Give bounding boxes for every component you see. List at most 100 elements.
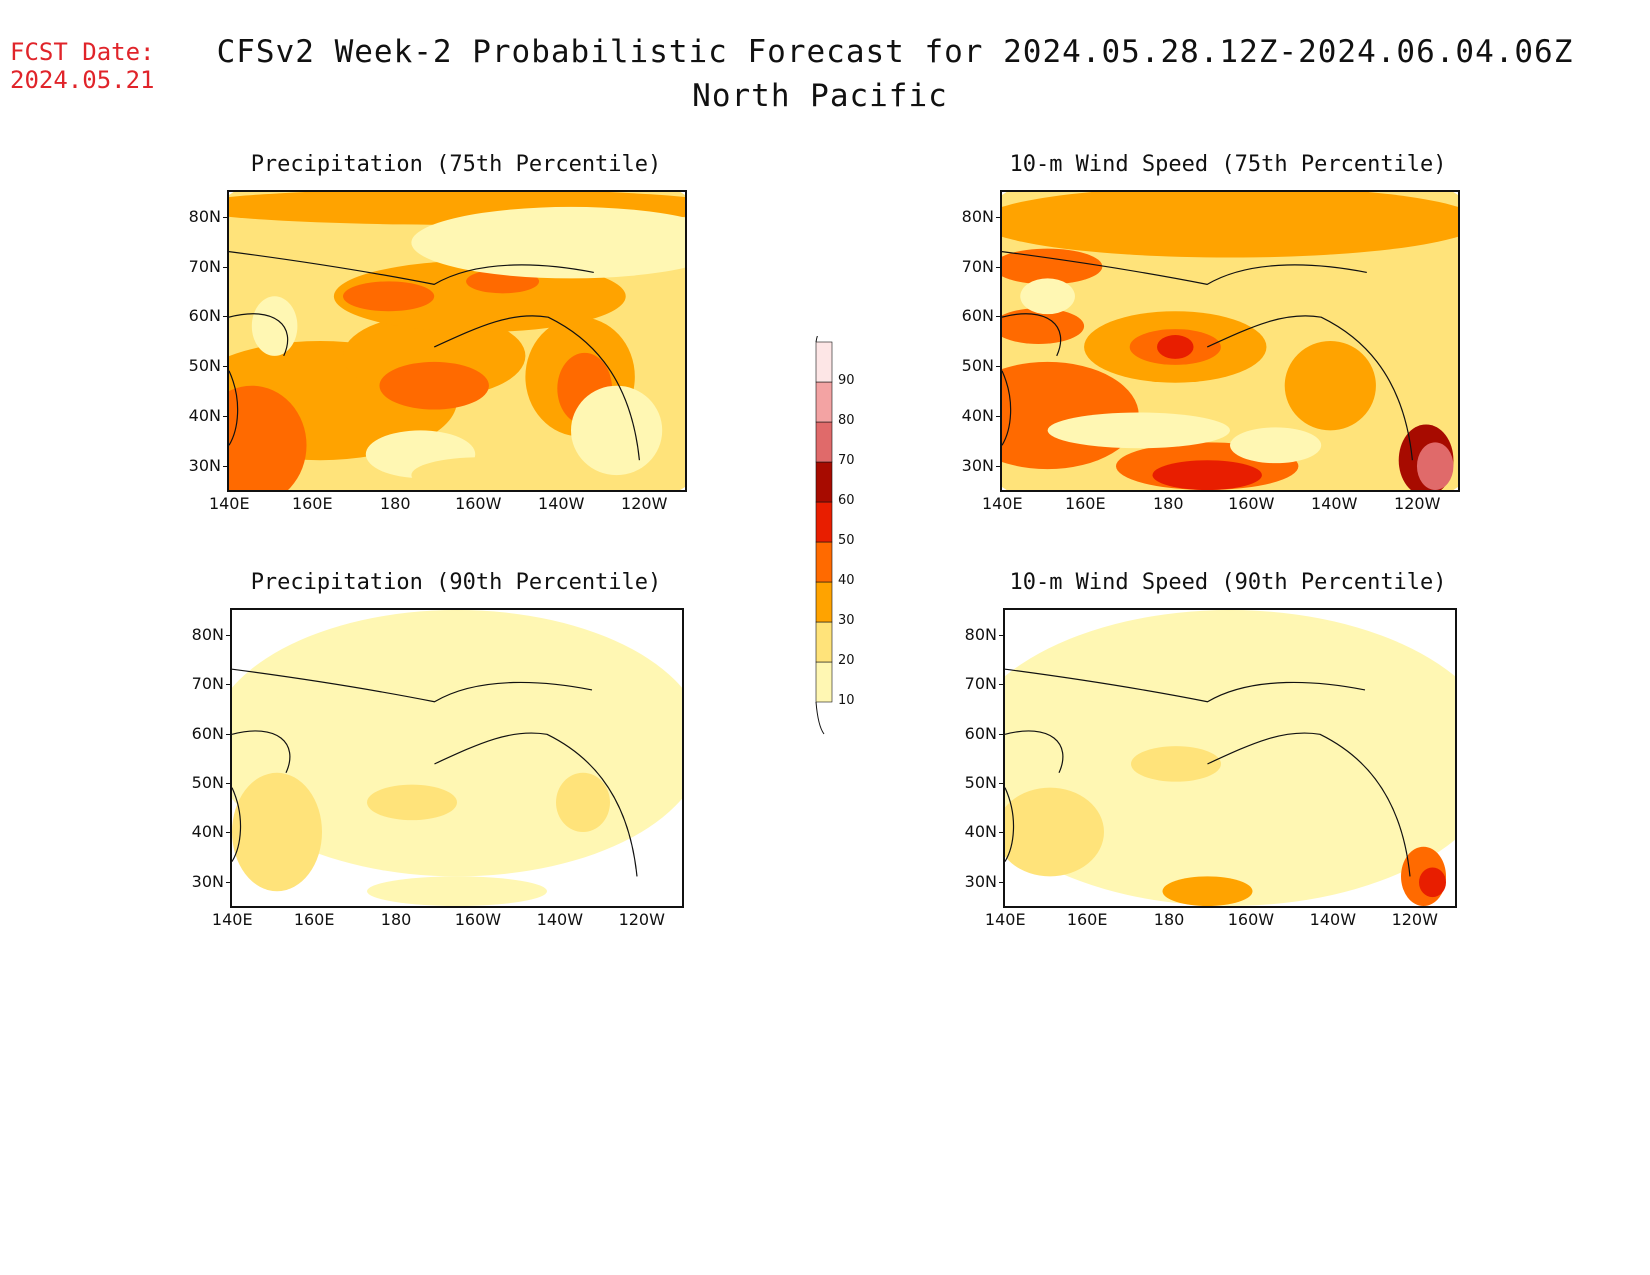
lat-tick xyxy=(223,415,229,417)
lon-label: 140W xyxy=(1311,494,1358,513)
lat-tick xyxy=(996,366,1002,368)
lat-label: 50N xyxy=(961,356,994,376)
lat-tick xyxy=(223,366,229,368)
lat-label: 40N xyxy=(961,405,994,425)
probability-region xyxy=(229,385,307,490)
lat-tick xyxy=(223,465,229,467)
probability-region xyxy=(1005,610,1455,906)
probability-field xyxy=(232,610,682,906)
colorbar-label: 10 xyxy=(838,693,855,708)
lat-tick xyxy=(999,881,1005,883)
lat-label: 80N xyxy=(191,624,224,644)
colorbar-segment xyxy=(815,501,833,543)
lat-tick xyxy=(999,733,1005,735)
lat-label: 30N xyxy=(964,871,997,891)
map-plot xyxy=(230,608,684,908)
lat-label: 70N xyxy=(961,256,994,276)
map-plot xyxy=(1003,608,1457,908)
lon-label: 120W xyxy=(1391,910,1438,929)
lon-label: 160W xyxy=(1227,910,1275,929)
probability-region xyxy=(251,296,298,356)
lat-label: 60N xyxy=(964,723,997,743)
probability-field xyxy=(229,192,685,490)
colorbar-label: 40 xyxy=(838,573,855,588)
panel-title: 10-m Wind Speed (90th Percentile) xyxy=(1009,570,1447,595)
lat-label: 50N xyxy=(191,772,224,792)
colorbar-label: 80 xyxy=(838,413,855,428)
panel-title: 10-m Wind Speed (75th Percentile) xyxy=(1009,152,1447,177)
colorbar-head xyxy=(815,329,823,343)
probability-region xyxy=(1157,335,1194,359)
lat-label: 30N xyxy=(961,455,994,475)
colorbar-segment xyxy=(815,461,833,503)
probability-region xyxy=(571,385,663,476)
colorbar-segment xyxy=(815,341,833,383)
colorbar-label: 60 xyxy=(838,493,855,508)
colorbar-label: 20 xyxy=(838,653,855,668)
lon-label: 180 xyxy=(380,910,412,929)
lat-tick xyxy=(223,216,229,218)
lat-tick xyxy=(226,832,232,834)
lat-tick xyxy=(226,684,232,686)
lon-label: 140W xyxy=(1309,910,1357,929)
probability-region xyxy=(1416,442,1454,490)
lat-label: 70N xyxy=(188,256,221,276)
coastline xyxy=(232,668,638,877)
probability-region xyxy=(1020,278,1075,315)
lat-tick xyxy=(999,634,1005,636)
lon-label: 180 xyxy=(1152,494,1184,513)
region-subtitle: North Pacific xyxy=(692,78,948,114)
lon-label: 160W xyxy=(1228,494,1275,513)
lat-tick xyxy=(996,465,1002,467)
lon-label: 160W xyxy=(455,494,502,513)
probability-field xyxy=(1002,192,1458,490)
colorbar-segment xyxy=(815,581,833,623)
lat-label: 70N xyxy=(191,674,224,694)
lat-label: 40N xyxy=(191,822,224,842)
lon-label: 120W xyxy=(618,910,665,929)
coastline xyxy=(1002,251,1413,461)
lat-tick xyxy=(996,415,1002,417)
lon-label: 140W xyxy=(536,910,584,929)
lon-label: 160W xyxy=(454,910,502,929)
coastline xyxy=(1005,668,1411,877)
probability-region xyxy=(367,876,547,906)
lon-label: 180 xyxy=(1153,910,1185,929)
probability-region xyxy=(333,260,626,333)
probability-region xyxy=(1002,308,1085,344)
lat-tick xyxy=(996,266,1002,268)
lat-label: 70N xyxy=(964,674,997,694)
probability-region xyxy=(277,675,367,723)
forecast-date-label: FCST Date: 2024.05.21 xyxy=(10,38,155,94)
lon-label: 140E xyxy=(208,494,250,513)
lat-label: 30N xyxy=(191,871,224,891)
lat-tick xyxy=(226,881,232,883)
colorbar-segment xyxy=(815,661,833,703)
colorbar-graphic xyxy=(815,329,833,735)
lon-label: 160E xyxy=(293,910,335,929)
lon-label: 160E xyxy=(291,494,333,513)
probability-region xyxy=(1002,248,1103,285)
lon-label: 120W xyxy=(1394,494,1441,513)
probability-region xyxy=(367,784,457,821)
lat-label: 50N xyxy=(188,356,221,376)
fcst-date-value: 2024.05.21 xyxy=(10,66,155,94)
panel-title: Precipitation (90th Percentile) xyxy=(250,570,662,595)
lat-label: 60N xyxy=(961,306,994,326)
lat-tick xyxy=(996,216,1002,218)
coastline xyxy=(229,251,640,461)
probability-region xyxy=(1230,427,1322,464)
probability-region xyxy=(379,361,489,410)
lat-tick xyxy=(999,684,1005,686)
probability-region xyxy=(1284,341,1376,431)
colorbar-tail xyxy=(815,701,825,735)
lat-label: 30N xyxy=(188,455,221,475)
lat-label: 60N xyxy=(191,723,224,743)
lon-label: 140E xyxy=(211,910,253,929)
lon-label: 180 xyxy=(379,494,411,513)
map-plot xyxy=(1000,190,1460,492)
probability-region xyxy=(1005,787,1104,877)
colorbar-label: 90 xyxy=(838,373,855,388)
colorbar-label: 50 xyxy=(838,533,855,548)
lat-tick xyxy=(999,782,1005,784)
